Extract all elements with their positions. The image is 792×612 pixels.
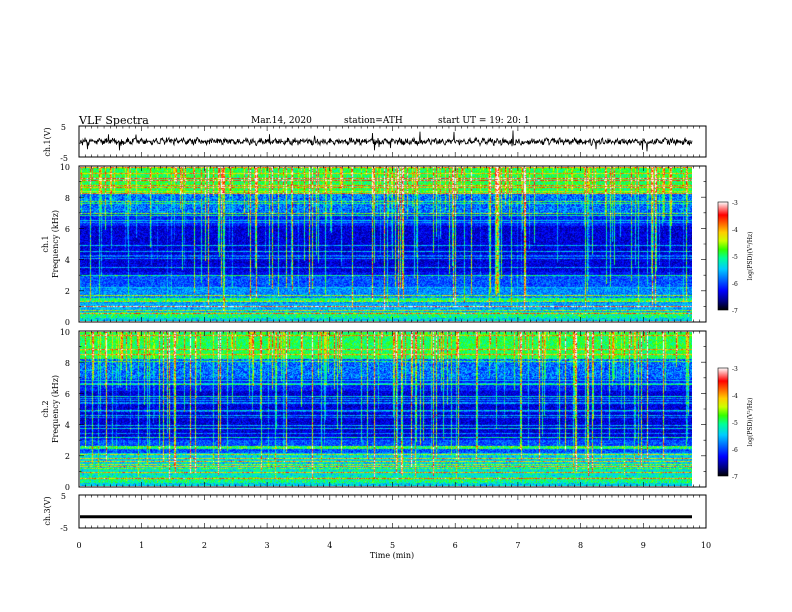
ch1-colorbar-gradient bbox=[717, 201, 729, 311]
ch1-waveform-line bbox=[79, 130, 693, 152]
ch1-colorbar: -3 -4 -5 -6 -7 log(PSD)(V²/Hz) bbox=[717, 200, 754, 315]
ch3-waveform-panel: 5 -5 ch.3(V) bbox=[43, 492, 707, 533]
time-tick-label-1: 1 bbox=[139, 541, 144, 550]
ch2-colorbar-label: log(PSD)(V²/Hz) bbox=[747, 398, 754, 447]
time-tick-label-9: 9 bbox=[641, 541, 646, 550]
date-label: Mar.14, 2020 bbox=[251, 116, 312, 126]
ch3-waveform-frame bbox=[78, 494, 707, 529]
ch1-freq-tick-0: 0 bbox=[65, 318, 70, 327]
ch3-waveform-ticks bbox=[78, 495, 707, 528]
ch1-spectrogram-image bbox=[80, 167, 692, 321]
ch1-cbar-tick-m6: -6 bbox=[732, 281, 738, 288]
ch2-cbar-tick-m4: -4 bbox=[732, 393, 738, 400]
time-axis-label: Time (min) bbox=[370, 551, 414, 560]
ch2-spectrogram-channel-label: ch.2 bbox=[41, 400, 50, 417]
ch1-ytick-bottom: -5 bbox=[60, 154, 68, 163]
time-axis-tick-labels: 0 1 2 3 4 5 6 7 8 9 10 bbox=[76, 541, 711, 550]
ch3-ytick-top: 5 bbox=[61, 492, 66, 501]
time-tick-label-3: 3 bbox=[265, 541, 270, 550]
ch1-freq-tick-8: 8 bbox=[65, 194, 70, 203]
ch2-cbar-tick-m3: -3 bbox=[732, 366, 738, 373]
ch2-colorbar-gradient bbox=[717, 367, 729, 477]
ch2-spectrogram-yticks: 0 2 4 6 8 10 bbox=[60, 328, 706, 492]
ch2-spectrogram-ticks bbox=[78, 331, 707, 487]
ch2-spectrogram-image bbox=[80, 332, 692, 486]
ch2-cbar-tick-m6: -6 bbox=[732, 447, 738, 454]
time-ticks-3 bbox=[78, 331, 707, 487]
ch1-cbar-tick-m7: -7 bbox=[732, 308, 738, 315]
ch2-freq-tick-8: 8 bbox=[65, 359, 70, 368]
ch2-cbar-tick-m7: -7 bbox=[732, 474, 738, 481]
ch1-freq-tick-6: 6 bbox=[65, 225, 70, 234]
ch1-spectrogram-panel: 0 2 4 6 8 10 ch.1 Frequency (kHz) bbox=[41, 163, 707, 327]
ch2-freq-tick-6: 6 bbox=[65, 390, 70, 399]
ch1-cbar-tick-m3: -3 bbox=[732, 200, 738, 207]
ch1-spectrogram-channel-label: ch.1 bbox=[41, 235, 50, 252]
station-label: station=ATH bbox=[344, 116, 403, 126]
ch2-freq-tick-10: 10 bbox=[60, 328, 70, 337]
time-tick-label-10: 10 bbox=[701, 541, 711, 550]
freq-ticks-ch1 bbox=[79, 165, 706, 323]
time-tick-label-5: 5 bbox=[390, 541, 395, 550]
ch2-colorbar: -3 -4 -5 -6 -7 log(PSD)(V²/Hz) bbox=[717, 366, 754, 481]
ch2-freq-tick-4: 4 bbox=[65, 421, 70, 430]
ch2-freq-tick-0: 0 bbox=[65, 483, 70, 492]
figure-title: VLF Spectra bbox=[78, 114, 149, 127]
ch1-waveform-ticks bbox=[78, 126, 707, 157]
start-ut-label: start UT = 19: 20: 1 bbox=[438, 116, 530, 126]
freq-ticks-ch2 bbox=[79, 330, 706, 488]
ch2-spectrogram-ylabel: Frequency (kHz) bbox=[51, 375, 60, 443]
ch1-freq-tick-10: 10 bbox=[60, 163, 70, 172]
ch1-colorbar-label: log(PSD)(V²/Hz) bbox=[747, 232, 754, 281]
time-tick-label-0: 0 bbox=[76, 541, 81, 550]
time-ticks-2 bbox=[78, 166, 707, 322]
time-tick-label-4: 4 bbox=[327, 541, 332, 550]
ch1-freq-tick-2: 2 bbox=[65, 287, 70, 296]
time-tick-label-8: 8 bbox=[578, 541, 583, 550]
ch1-spectrogram-ticks bbox=[78, 166, 707, 322]
ch2-freq-tick-2: 2 bbox=[65, 452, 70, 461]
ch2-cbar-tick-m5: -5 bbox=[732, 420, 738, 427]
ch1-freq-tick-4: 4 bbox=[65, 256, 70, 265]
ch1-waveform-panel: 5 -5 ch.1(V) bbox=[43, 123, 707, 163]
time-tick-label-6: 6 bbox=[453, 541, 458, 550]
ch1-cbar-tick-m4: -4 bbox=[732, 227, 738, 234]
time-tick-label-7: 7 bbox=[515, 541, 520, 550]
ch3-ylabel: ch.3(V) bbox=[43, 496, 52, 525]
time-ticks-4 bbox=[78, 495, 707, 528]
ch1-spectrogram-yticks: 0 2 4 6 8 10 bbox=[60, 163, 706, 327]
ch2-spectrogram-panel: 0 2 4 6 8 10 ch.2 Frequency (kHz) bbox=[41, 328, 707, 492]
ch1-cbar-tick-m5: -5 bbox=[732, 254, 738, 261]
time-tick-label-2: 2 bbox=[202, 541, 207, 550]
ch1-spectrogram-ylabel: Frequency (kHz) bbox=[51, 210, 60, 278]
ch1-ytick-top: 5 bbox=[61, 123, 66, 132]
ch3-ytick-bottom: -5 bbox=[60, 524, 68, 533]
time-ticks-1 bbox=[78, 126, 707, 157]
ch1-ylabel: ch.1(V) bbox=[43, 127, 52, 156]
